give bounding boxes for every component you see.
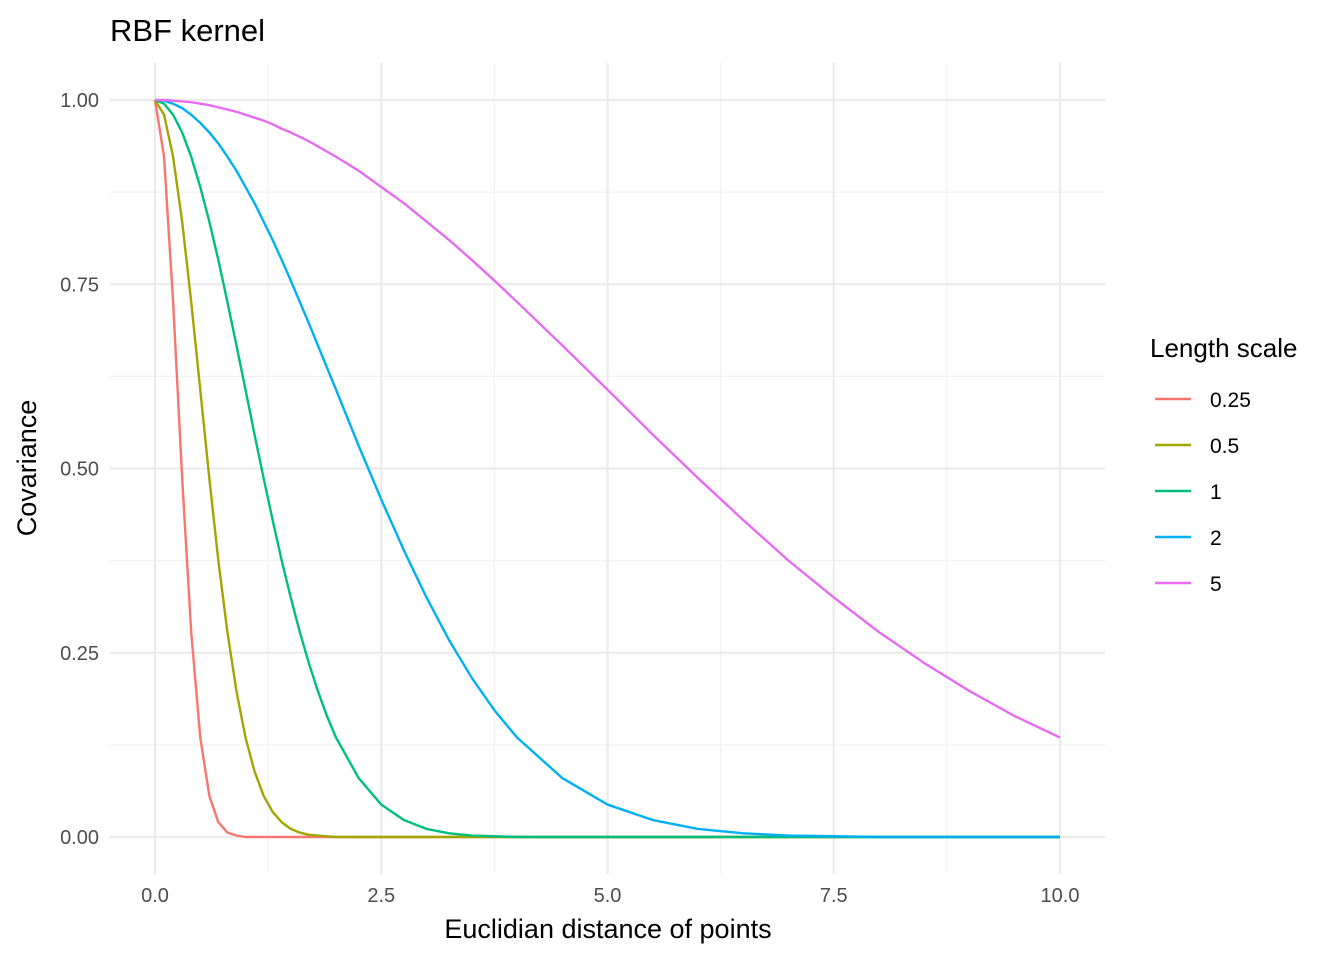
chart-title: RBF kernel (110, 13, 265, 48)
legend: Length scale 0.25 0.5 1 2 5 (1150, 333, 1297, 596)
series-line-5 (155, 98, 1061, 739)
x-tick-label: 2.5 (367, 885, 395, 907)
series-line-2 (154, 98, 1060, 839)
x-axis-ticks: 0.0 2.5 5.0 7.5 10.0 (141, 885, 1079, 907)
series-line-1 (154, 98, 1060, 839)
legend-label: 1 (1210, 481, 1222, 504)
y-axis-title: Covariance (12, 400, 42, 537)
y-tick-label: 1.00 (60, 90, 99, 112)
legend-label: 0.5 (1210, 435, 1239, 458)
y-tick-label: 0.25 (60, 643, 99, 665)
legend-title: Length scale (1150, 333, 1297, 363)
series-lines (153, 98, 1061, 839)
x-axis-title: Euclidian distance of points (444, 914, 771, 944)
y-tick-label: 0.00 (60, 827, 99, 849)
legend-label: 2 (1210, 527, 1222, 550)
legend-label: 0.25 (1210, 389, 1251, 412)
legend-label: 5 (1210, 573, 1222, 596)
y-tick-label: 0.50 (60, 459, 99, 481)
x-tick-label: 10.0 (1041, 885, 1080, 907)
x-tick-label: 0.0 (141, 885, 169, 907)
x-tick-label: 5.0 (594, 885, 622, 907)
y-axis-ticks: 0.00 0.25 0.50 0.75 1.00 (60, 90, 99, 849)
legend-items: 0.25 0.5 1 2 5 (1155, 389, 1251, 596)
x-tick-label: 7.5 (820, 885, 848, 907)
y-tick-label: 0.75 (60, 274, 99, 296)
